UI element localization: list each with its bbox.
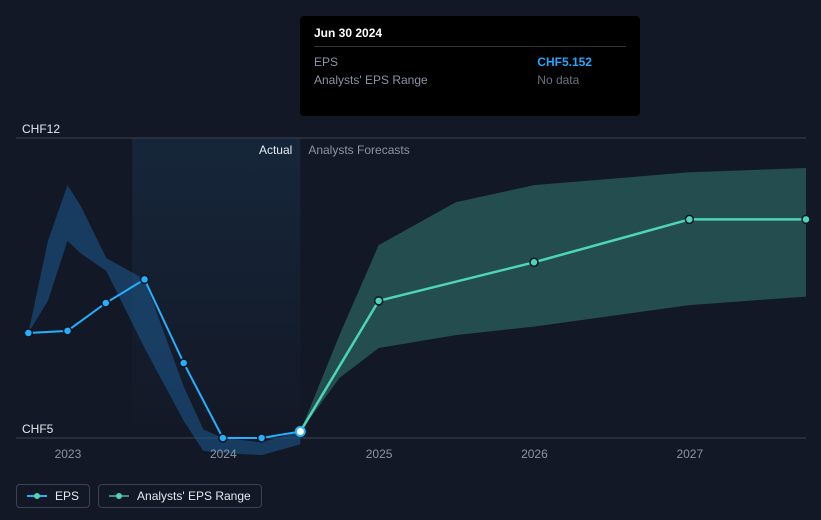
- svg-text:CHF5: CHF5: [22, 422, 54, 436]
- legend-item-label: Analysts' EPS Range: [137, 489, 251, 503]
- svg-text:2024: 2024: [210, 447, 237, 461]
- eps-chart-svg[interactable]: CHF12 CHF5 Actual Analysts Forecasts 2023 202…: [0, 118, 821, 463]
- legend-swatch-icon: [27, 491, 47, 501]
- legend-item-range[interactable]: Analysts' EPS Range: [98, 484, 262, 508]
- chart-area[interactable]: CHF12 CHF5 Actual Analysts Forecasts 2023 202…: [0, 118, 821, 463]
- svg-text:2023: 2023: [55, 447, 82, 461]
- tooltip-row: Analysts' EPS Range No data: [314, 71, 626, 89]
- tooltip-row-value: No data: [537, 71, 626, 89]
- eps-chart-panel: Jun 30 2024 EPS CHF5.152 Analysts' EPS R…: [0, 0, 821, 520]
- legend-item-eps[interactable]: EPS: [16, 484, 90, 508]
- svg-text:Analysts Forecasts: Analysts Forecasts: [308, 143, 409, 157]
- svg-text:CHF12: CHF12: [22, 122, 60, 136]
- chart-legend: EPS Analysts' EPS Range: [16, 484, 262, 508]
- svg-text:Actual: Actual: [259, 143, 292, 157]
- tooltip-row-label: EPS: [314, 53, 537, 71]
- tooltip-row-value: CHF5.152: [537, 53, 626, 71]
- tooltip-row-label: Analysts' EPS Range: [314, 71, 537, 89]
- chart-tooltip: Jun 30 2024 EPS CHF5.152 Analysts' EPS R…: [300, 16, 640, 116]
- legend-item-label: EPS: [55, 489, 79, 503]
- svg-text:2025: 2025: [366, 447, 393, 461]
- legend-swatch-icon: [109, 491, 129, 501]
- svg-text:2027: 2027: [676, 447, 703, 461]
- tooltip-date: Jun 30 2024: [314, 26, 626, 40]
- tooltip-rows: EPS CHF5.152 Analysts' EPS Range No data: [314, 53, 626, 89]
- tooltip-row: EPS CHF5.152: [314, 53, 626, 71]
- svg-text:2026: 2026: [521, 447, 548, 461]
